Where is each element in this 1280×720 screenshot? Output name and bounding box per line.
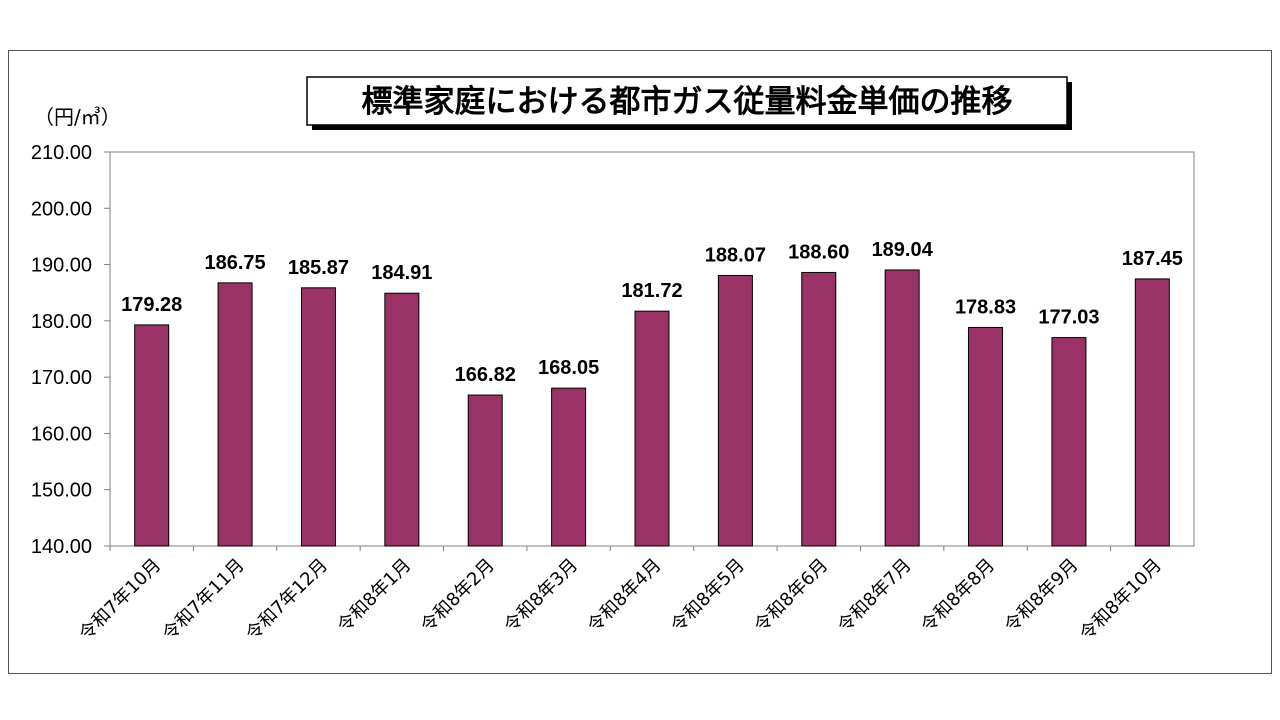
x-tick-label: 令和7年12月 [242,555,332,645]
bar-value-label: 184.91 [371,262,432,284]
y-tick-label: 150.00 [31,480,92,502]
y-axis-unit-label: （円/㎥） [34,105,121,129]
bar [717,274,753,547]
x-tick-label: 令和8年1月 [333,555,415,637]
y-tick-label: 170.00 [31,367,92,389]
x-tick-label: 令和8年2月 [417,555,499,637]
bar-value-label: 168.05 [538,357,599,379]
bar-value-label: 166.82 [455,364,516,386]
bar [968,326,1004,547]
x-tick-label: 令和8年4月 [584,555,666,637]
bar-value-label: 177.03 [1038,307,1099,329]
x-tick-label: 令和7年11月 [159,555,249,645]
x-tick-label: 令和8年9月 [1001,555,1083,637]
x-axis-labels-group: 令和7年10月令和7年11月令和7年12月 令和8年1月 令和8年2月 令和8年3月令… [75,546,1166,645]
bar [300,287,336,547]
y-tick-label: 140.00 [31,536,92,558]
x-tick-label: 令和8年5月 [667,555,749,637]
y-tick-label: 210.00 [31,142,92,164]
bar-value-label: 179.28 [121,294,182,316]
bar [801,271,837,547]
bar [217,282,253,547]
bar-value-label: 186.75 [204,252,265,274]
bar [1134,278,1170,547]
bar [634,310,670,547]
y-tick-label: 190.00 [31,255,92,277]
bar-value-label: 178.83 [955,296,1016,318]
bar-value-label: 188.07 [705,244,766,266]
y-axis-ticks: 140.00 150.00 160.00 170.00 180.00 190.00 200.… [31,142,110,558]
x-tick-label: 令和7年10月 [75,555,165,645]
bar-value-label: 188.60 [788,241,849,263]
bar-value-label: 187.45 [1122,248,1183,270]
bar-value-label: 181.72 [621,280,682,302]
x-tick-label: 令和8年6月 [750,555,832,637]
chart-title: 標準家庭における都市ガス従量料金単価の推移 [362,84,1013,120]
bar-value-label: 189.04 [872,239,934,261]
bar [884,269,920,547]
x-tick-label: 令和8年8月 [917,555,999,637]
y-tick-label: 200.00 [31,198,92,220]
y-tick-label: 180.00 [31,311,92,333]
y-tick-label: 160.00 [31,423,92,445]
x-tick-label: 令和8年3月 [500,555,582,637]
bar [1051,337,1087,547]
bars-group [134,269,1170,547]
x-tick-label: 令和8年10月 [1076,555,1166,645]
bar [384,292,420,547]
bar [134,324,170,547]
value-labels-group: 179.28 186.75 185.87 184.91 166.82 168.05 181.… [121,239,1183,386]
bar [467,394,503,547]
x-tick-label: 令和8年7月 [834,555,916,637]
title-box [306,76,1068,126]
bar [551,387,587,547]
bar-value-label: 185.87 [288,257,349,279]
